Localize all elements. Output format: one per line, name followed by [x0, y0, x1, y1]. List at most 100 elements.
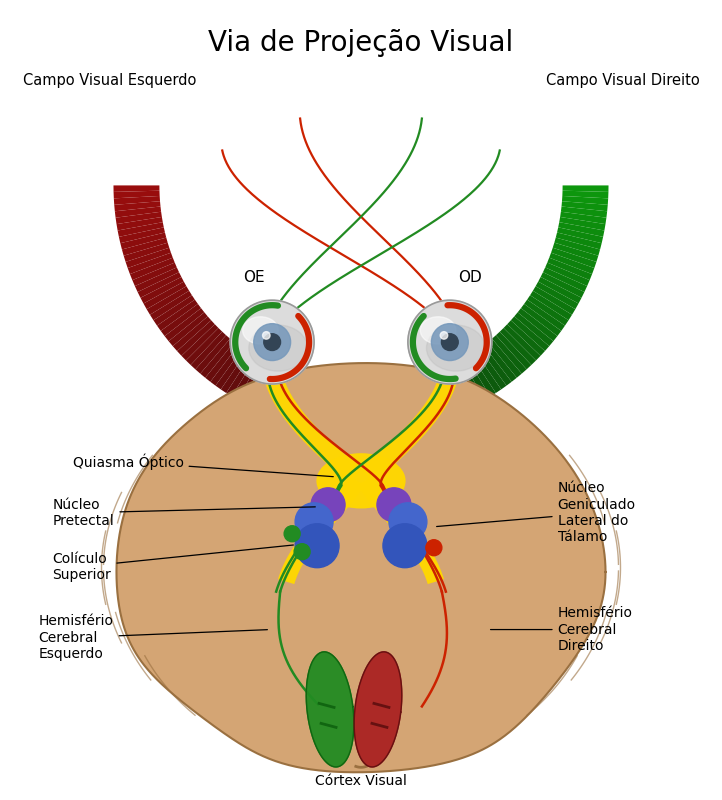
Polygon shape: [538, 277, 581, 303]
Polygon shape: [126, 248, 171, 268]
Text: Via de Projeção Visual: Via de Projeção Visual: [209, 29, 513, 57]
Polygon shape: [466, 354, 496, 397]
Polygon shape: [553, 242, 599, 262]
Polygon shape: [144, 282, 186, 309]
Polygon shape: [205, 342, 238, 382]
Polygon shape: [291, 378, 309, 425]
Circle shape: [284, 526, 300, 542]
Ellipse shape: [427, 325, 485, 371]
Polygon shape: [560, 217, 606, 230]
Ellipse shape: [420, 317, 456, 344]
Polygon shape: [116, 363, 606, 772]
Polygon shape: [562, 186, 609, 192]
Polygon shape: [348, 386, 356, 433]
Polygon shape: [254, 367, 279, 411]
Text: Colículo
Superior: Colículo Superior: [53, 545, 293, 582]
Polygon shape: [418, 377, 438, 422]
Polygon shape: [200, 338, 234, 378]
Polygon shape: [221, 351, 251, 393]
Polygon shape: [329, 386, 340, 431]
Circle shape: [311, 488, 345, 522]
Polygon shape: [408, 380, 425, 426]
Polygon shape: [500, 328, 536, 365]
Polygon shape: [191, 332, 226, 370]
Circle shape: [264, 334, 281, 350]
Polygon shape: [186, 328, 222, 365]
Polygon shape: [366, 386, 374, 433]
Polygon shape: [297, 380, 314, 426]
Polygon shape: [181, 324, 219, 361]
Polygon shape: [403, 382, 419, 427]
Polygon shape: [527, 295, 569, 326]
Polygon shape: [238, 360, 265, 403]
Circle shape: [377, 488, 411, 522]
Circle shape: [263, 332, 270, 339]
Polygon shape: [113, 190, 160, 198]
Polygon shape: [161, 304, 201, 336]
Polygon shape: [372, 386, 380, 433]
Polygon shape: [169, 312, 208, 346]
Polygon shape: [165, 308, 204, 341]
Polygon shape: [177, 320, 214, 356]
Circle shape: [441, 334, 458, 350]
Circle shape: [440, 332, 448, 339]
Polygon shape: [524, 300, 565, 331]
Polygon shape: [215, 349, 247, 390]
Circle shape: [230, 300, 314, 384]
Polygon shape: [322, 385, 335, 431]
Polygon shape: [128, 253, 173, 274]
Polygon shape: [147, 286, 189, 314]
Polygon shape: [545, 262, 590, 286]
Polygon shape: [457, 360, 484, 403]
Circle shape: [253, 324, 291, 361]
Polygon shape: [453, 362, 479, 406]
Text: Hemisfério
Cerebral
Direito: Hemisfério Cerebral Direito: [490, 606, 632, 653]
Polygon shape: [488, 338, 522, 378]
Polygon shape: [521, 304, 561, 336]
Polygon shape: [562, 196, 608, 205]
Polygon shape: [558, 222, 604, 237]
Polygon shape: [508, 320, 545, 356]
Polygon shape: [438, 370, 461, 414]
Circle shape: [389, 503, 427, 541]
Polygon shape: [118, 222, 164, 237]
Polygon shape: [115, 206, 161, 218]
Polygon shape: [547, 258, 592, 280]
Polygon shape: [398, 382, 412, 429]
Polygon shape: [114, 202, 160, 211]
Polygon shape: [462, 358, 490, 400]
Circle shape: [294, 544, 310, 560]
Circle shape: [383, 524, 427, 568]
Polygon shape: [554, 238, 600, 256]
Polygon shape: [543, 267, 587, 292]
Polygon shape: [492, 335, 526, 374]
Polygon shape: [342, 386, 350, 433]
Polygon shape: [561, 206, 607, 218]
Text: Núcleo
Pretectal: Núcleo Pretectal: [53, 498, 316, 528]
Polygon shape: [549, 253, 594, 274]
Polygon shape: [413, 378, 431, 425]
Polygon shape: [243, 362, 269, 406]
Polygon shape: [113, 186, 160, 192]
Text: Núcleo
Geniculado
Lateral do
Tálamo: Núcleo Geniculado Lateral do Tálamo: [437, 482, 636, 544]
Polygon shape: [355, 387, 361, 433]
Circle shape: [426, 540, 442, 556]
Polygon shape: [306, 652, 354, 767]
Text: Campo Visual Direito: Campo Visual Direito: [546, 73, 700, 88]
Polygon shape: [560, 212, 606, 224]
Text: Quiasma Óptico: Quiasma Óptico: [72, 454, 334, 477]
Text: Hemisfério
Cerebral
Esquerdo: Hemisfério Cerebral Esquerdo: [38, 614, 267, 661]
Polygon shape: [503, 324, 541, 361]
Circle shape: [431, 324, 469, 361]
Text: Córtex Visual: Córtex Visual: [315, 774, 407, 788]
Circle shape: [295, 524, 339, 568]
Polygon shape: [361, 370, 459, 483]
Text: Campo Visual Esquerdo: Campo Visual Esquerdo: [22, 73, 196, 88]
Text: OE: OE: [243, 270, 265, 286]
Ellipse shape: [317, 454, 405, 508]
Circle shape: [295, 503, 333, 541]
Polygon shape: [518, 308, 557, 341]
Polygon shape: [496, 332, 531, 370]
Polygon shape: [248, 365, 274, 409]
Polygon shape: [310, 382, 324, 429]
